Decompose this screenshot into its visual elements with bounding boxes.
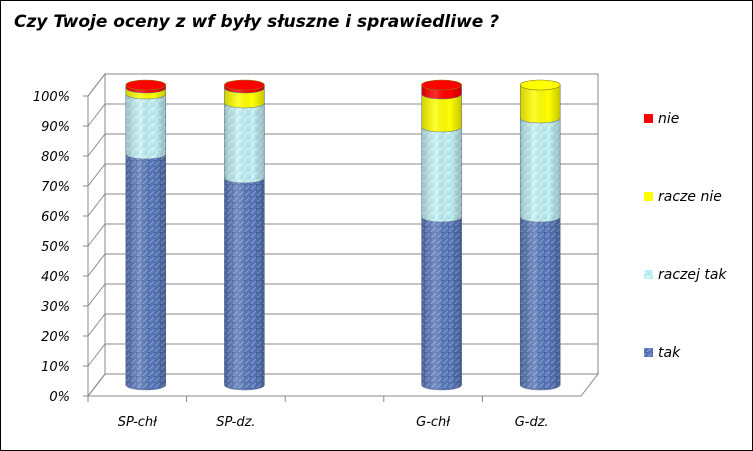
x-category-label: G-chł	[416, 415, 451, 430]
y-tick-label: 100%	[33, 90, 70, 105]
legend-swatch	[644, 270, 653, 279]
y-tick-label: 50%	[41, 240, 70, 255]
y-tick-label: 30%	[41, 300, 70, 315]
bar-segment-raczej-tak	[224, 102, 265, 184]
legend-swatch	[644, 192, 653, 201]
y-tick-label: 40%	[41, 270, 70, 285]
bar-segment-nie	[125, 79, 167, 94]
y-tick-label: 90%	[41, 120, 70, 135]
gridline-side	[87, 193, 106, 217]
legend-item: racze nie	[644, 189, 722, 205]
bar-top-cap	[125, 79, 167, 91]
gridline-side	[87, 253, 106, 277]
bar-segment-nie	[421, 79, 462, 100]
y-tick-label: 10%	[41, 360, 70, 375]
legend-item: nie	[644, 111, 679, 127]
legend-label: tak	[658, 345, 681, 361]
y-tick-label: 60%	[41, 210, 70, 225]
y-tick-label: 20%	[41, 330, 70, 345]
gridline-side	[87, 343, 106, 367]
gridline-side	[87, 133, 106, 157]
x-category-label: SP-chł	[118, 415, 158, 430]
bar-segment-racze-nie	[224, 87, 265, 109]
gridline-side	[87, 313, 106, 337]
gridline-side	[87, 163, 106, 187]
gridline-side	[87, 283, 106, 307]
y-tick-label: 0%	[49, 390, 70, 405]
bar-top-cap	[421, 79, 462, 91]
legend-item: raczej tak	[644, 267, 727, 283]
gridline-side	[87, 103, 106, 127]
gridline-side	[87, 73, 106, 97]
y-tick-label: 80%	[41, 150, 70, 165]
bar-segment-raczej-tak	[421, 126, 462, 223]
legend-item: tak	[644, 345, 681, 361]
bar-segment-raczej-tak	[519, 117, 561, 223]
legend-label: racze nie	[658, 189, 722, 205]
legend-label: raczej tak	[658, 267, 727, 283]
legend-swatch	[644, 114, 653, 123]
bar-segment-tak	[224, 177, 265, 391]
x-category-label: SP-dz.	[216, 415, 255, 430]
bar-segment-racze-nie	[421, 93, 462, 133]
bar-segment-tak	[421, 216, 462, 391]
gridline-side	[87, 373, 106, 397]
bar-segment-nie	[224, 79, 265, 94]
bar-segment-tak	[125, 153, 167, 391]
bar-segment-tak	[519, 216, 561, 391]
legend-swatch	[644, 348, 653, 357]
bar-top-cap	[519, 79, 561, 91]
x-category-label: G-dz.	[515, 415, 549, 430]
bar-segment-raczej-tak	[125, 93, 167, 160]
gridline-side	[87, 223, 106, 247]
bar-top-cap	[224, 79, 265, 91]
y-tick-label: 70%	[41, 180, 70, 195]
bar-segment-racze-nie	[519, 79, 561, 124]
legend-label: nie	[658, 111, 679, 127]
chart-title: Czy Twoje oceny z wf były słuszne i spra…	[14, 12, 500, 32]
